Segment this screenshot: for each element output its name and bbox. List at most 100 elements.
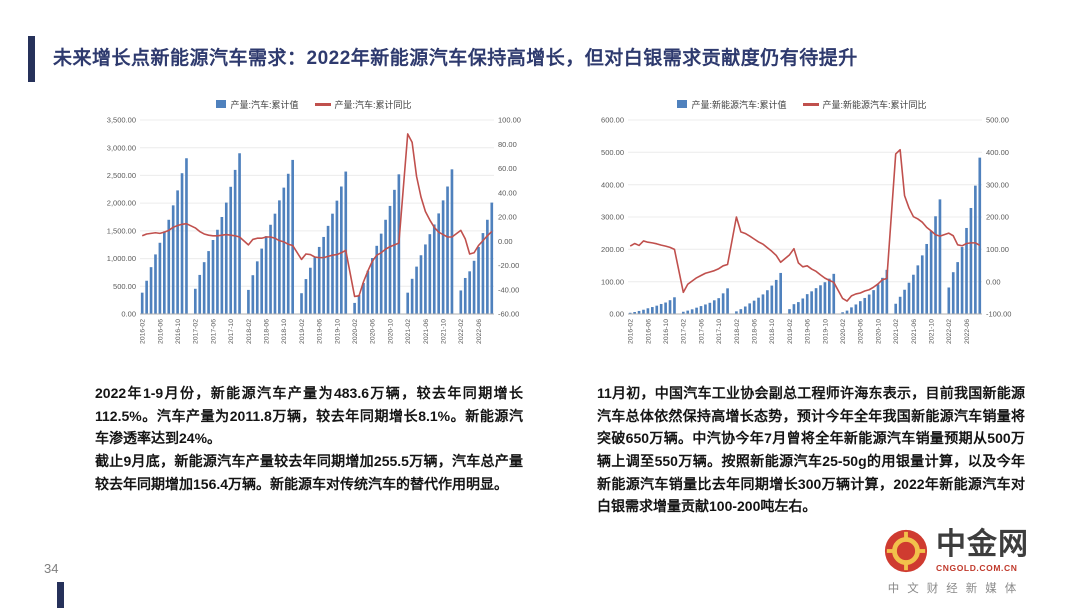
svg-text:100.00: 100.00 (498, 116, 521, 125)
cngold-watermark: 中金网 CNGOLD.COM.CN 中文财经新媒体 (846, 528, 1066, 596)
svg-text:-60.00: -60.00 (498, 310, 519, 319)
svg-text:2020-10: 2020-10 (875, 319, 882, 344)
svg-text:2020-02: 2020-02 (352, 319, 359, 344)
cngold-logo-icon (884, 529, 928, 573)
svg-text:2021-02: 2021-02 (893, 319, 900, 344)
watermark-top: 中金网 CNGOLD.COM.CN (846, 528, 1066, 574)
svg-text:2018-06: 2018-06 (264, 319, 271, 344)
nev-chart-legend: 产量:新能源汽车:累计值 产量:新能源汽车:累计同比 (576, 96, 1028, 112)
svg-text:2017-06: 2017-06 (698, 319, 705, 344)
svg-text:0.00: 0.00 (498, 237, 513, 246)
svg-text:2022-02: 2022-02 (458, 319, 465, 344)
svg-text:2019-02: 2019-02 (787, 319, 794, 344)
svg-text:60.00: 60.00 (498, 164, 517, 173)
nev-production-combo-plot: 0.00 100.00 200.00 300.00 400.00 500.00 600.00… (601, 116, 1011, 344)
svg-text:400.00: 400.00 (986, 148, 1009, 157)
svg-text:20.00: 20.00 (498, 213, 517, 222)
svg-text:2019-10: 2019-10 (822, 319, 829, 344)
legend-item-bar: 产量:汽车:累计值 (216, 98, 299, 111)
legend-label-bar: 产量:汽车:累计值 (230, 99, 299, 110)
svg-text:600.00: 600.00 (601, 116, 624, 125)
svg-text:2018-06: 2018-06 (752, 319, 759, 344)
watermark-brand-name: 中金网 (936, 527, 1029, 561)
svg-text:2016-10: 2016-10 (663, 319, 670, 344)
svg-text:0.00: 0.00 (609, 310, 624, 319)
svg-text:2022-06: 2022-06 (964, 319, 971, 344)
line-series-swatch-icon (314, 102, 331, 106)
svg-text:2021-10: 2021-10 (441, 319, 448, 344)
svg-text:2019-06: 2019-06 (317, 319, 324, 344)
svg-text:-40.00: -40.00 (498, 285, 519, 294)
svg-text:2020-06: 2020-06 (858, 319, 865, 344)
watermark-tagline: 中文财经新媒体 (887, 583, 1025, 595)
line-series-swatch-icon (802, 102, 819, 106)
svg-text:2018-10: 2018-10 (769, 319, 776, 344)
svg-text:200.00: 200.00 (601, 245, 624, 254)
svg-text:2020-06: 2020-06 (370, 319, 377, 344)
svg-text:500.00: 500.00 (601, 148, 624, 157)
auto-chart-legend: 产量:汽车:累计值 产量:汽车:累计同比 (88, 96, 540, 112)
svg-text:2021-06: 2021-06 (911, 319, 918, 344)
svg-text:2,500.00: 2,500.00 (107, 171, 136, 180)
nev-production-chart: 产量:新能源汽车:累计值 产量:新能源汽车:累计同比 0.00 100.00 200… (576, 96, 1028, 364)
svg-text:2017-02: 2017-02 (193, 319, 200, 344)
svg-text:3,000.00: 3,000.00 (107, 143, 136, 152)
svg-text:1,000.00: 1,000.00 (107, 254, 136, 263)
svg-text:40.00: 40.00 (498, 188, 517, 197)
svg-text:2020-10: 2020-10 (387, 319, 394, 344)
page-number: 34 (44, 561, 59, 576)
svg-text:200.00: 200.00 (986, 213, 1009, 222)
svg-text:1,500.00: 1,500.00 (107, 227, 136, 236)
svg-text:-100.00: -100.00 (986, 310, 1011, 319)
legend-label-line: 产量:汽车:累计同比 (334, 99, 412, 110)
svg-text:-20.00: -20.00 (498, 261, 519, 270)
svg-text:80.00: 80.00 (498, 140, 517, 149)
bar-series-swatch-icon (216, 100, 227, 108)
auto-production-combo-plot: 0.00 500.00 1,000.00 1,500.00 2,000.00 2,500.… (107, 116, 521, 344)
commentary-row: 2022年1-9月份，新能源汽车产量为483.6万辆，较去年同期增长112.5%… (0, 364, 1080, 518)
legend-label-bar: 产量:新能源汽车:累计值 (691, 99, 787, 110)
watermark-domain: CNGOLD.COM.CN (936, 562, 1018, 573)
page-title: 未来增长点新能源汽车需求：2022年新能源汽车保持高增长，但对白银需求贡献度仍有… (53, 48, 858, 70)
left-commentary: 2022年1-9月份，新能源汽车产量为483.6万辆，较去年同期增长112.5%… (95, 382, 523, 518)
svg-text:2016-02: 2016-02 (628, 319, 635, 344)
svg-text:2017-10: 2017-10 (716, 319, 723, 344)
svg-text:300.00: 300.00 (601, 213, 624, 222)
title-accent-bar (28, 36, 35, 82)
svg-text:2019-06: 2019-06 (805, 319, 812, 344)
svg-text:2017-02: 2017-02 (681, 319, 688, 344)
svg-text:2017-06: 2017-06 (210, 319, 217, 344)
svg-text:2022-02: 2022-02 (946, 319, 953, 344)
svg-text:500.00: 500.00 (113, 282, 136, 291)
svg-text:2021-10: 2021-10 (929, 319, 936, 344)
svg-text:2021-06: 2021-06 (423, 319, 430, 344)
legend-label-line: 产量:新能源汽车:累计同比 (822, 99, 927, 110)
legend-item-bar: 产量:新能源汽车:累计值 (677, 98, 787, 111)
svg-text:2018-02: 2018-02 (246, 319, 253, 344)
left-commentary-paragraph-2: 截止9月底，新能源汽车产量较去年同期增加255.5万辆，汽车总产量较去年同期增加… (95, 453, 523, 492)
left-commentary-paragraph-1: 2022年1-9月份，新能源汽车产量为483.6万辆，较去年同期增长112.5%… (95, 385, 523, 447)
svg-text:2019-02: 2019-02 (299, 319, 306, 344)
legend-item-line: 产量:新能源汽车:累计同比 (802, 98, 927, 111)
svg-text:2018-02: 2018-02 (734, 319, 741, 344)
svg-text:2016-02: 2016-02 (140, 319, 147, 344)
legend-item-line: 产量:汽车:累计同比 (314, 98, 412, 111)
svg-text:2017-10: 2017-10 (228, 319, 235, 344)
svg-text:2019-10: 2019-10 (334, 319, 341, 344)
svg-text:500.00: 500.00 (986, 116, 1009, 125)
title-row: 未来增长点新能源汽车需求：2022年新能源汽车保持高增长，但对白银需求贡献度仍有… (0, 0, 1080, 82)
svg-text:2022-06: 2022-06 (476, 319, 483, 344)
svg-text:3,500.00: 3,500.00 (107, 116, 136, 125)
footer-accent-bar (57, 582, 64, 608)
right-commentary-paragraph: 11月初，中国汽车工业协会副总工程师许海东表示，目前我国新能源汽车总体依然保持高… (597, 385, 1025, 515)
svg-text:100.00: 100.00 (601, 277, 624, 286)
svg-text:300.00: 300.00 (986, 180, 1009, 189)
right-commentary: 11月初，中国汽车工业协会副总工程师许海东表示，目前我国新能源汽车总体依然保持高… (597, 382, 1025, 518)
svg-text:400.00: 400.00 (601, 180, 624, 189)
bar-series-swatch-icon (677, 100, 688, 108)
svg-text:100.00: 100.00 (986, 245, 1009, 254)
auto-production-chart: 产量:汽车:累计值 产量:汽车:累计同比 0.00 500.00 1,000.00 1… (88, 96, 540, 364)
svg-text:2018-10: 2018-10 (281, 319, 288, 344)
svg-text:2020-02: 2020-02 (840, 319, 847, 344)
